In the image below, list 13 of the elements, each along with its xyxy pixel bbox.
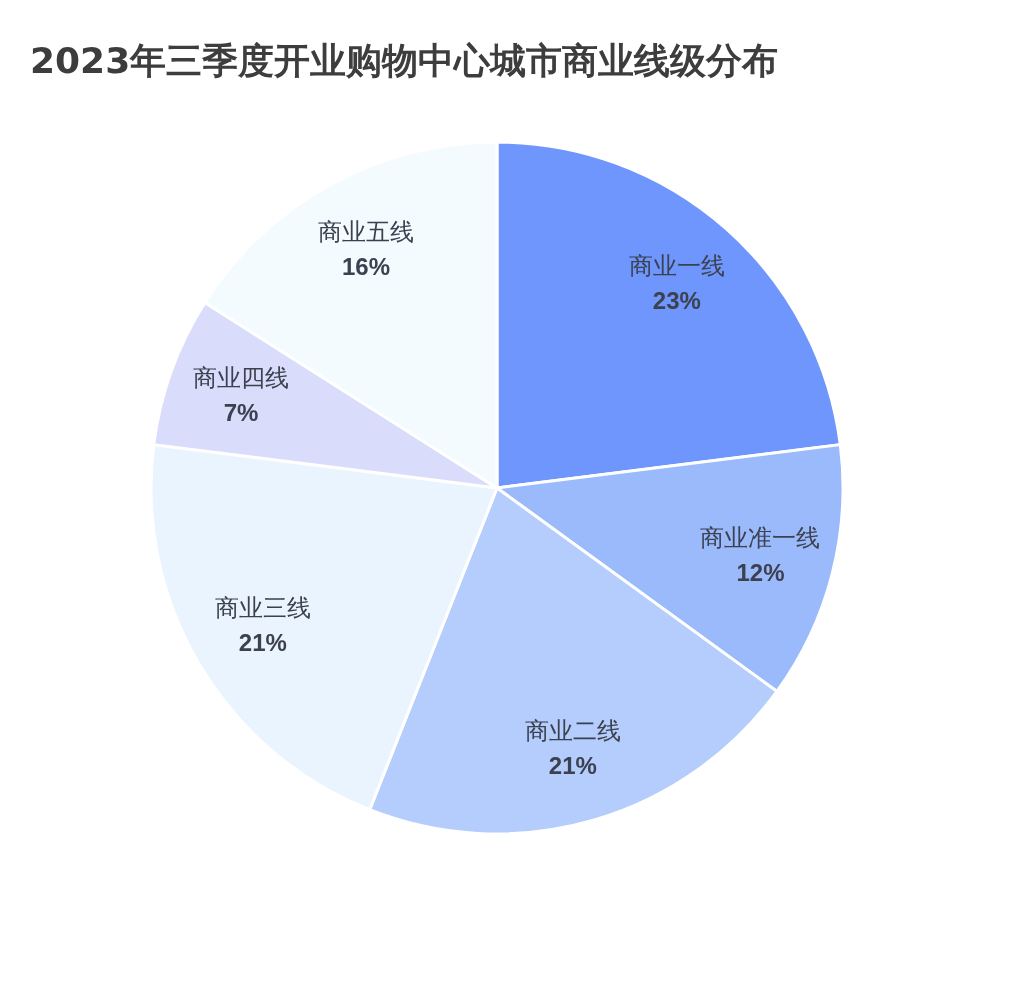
- data-label: 23%: [652, 286, 701, 314]
- slice-label: 商业五线: [317, 217, 414, 246]
- data-label: 21%: [548, 752, 597, 780]
- data-label: 12%: [736, 558, 785, 586]
- slice-label: 商业三线: [214, 594, 311, 623]
- data-label: 7%: [223, 398, 259, 426]
- chart-title: 2023年三季度开业购物中心城市商业线级分布: [30, 40, 779, 81]
- slice-label: 商业一线: [628, 251, 725, 280]
- slice-label: 商业四线: [193, 363, 290, 392]
- data-label: 16%: [341, 252, 390, 280]
- slice-label: 商业二线: [524, 717, 621, 746]
- slice-label: 商业准一线: [700, 523, 821, 552]
- data-label: 21%: [238, 629, 287, 657]
